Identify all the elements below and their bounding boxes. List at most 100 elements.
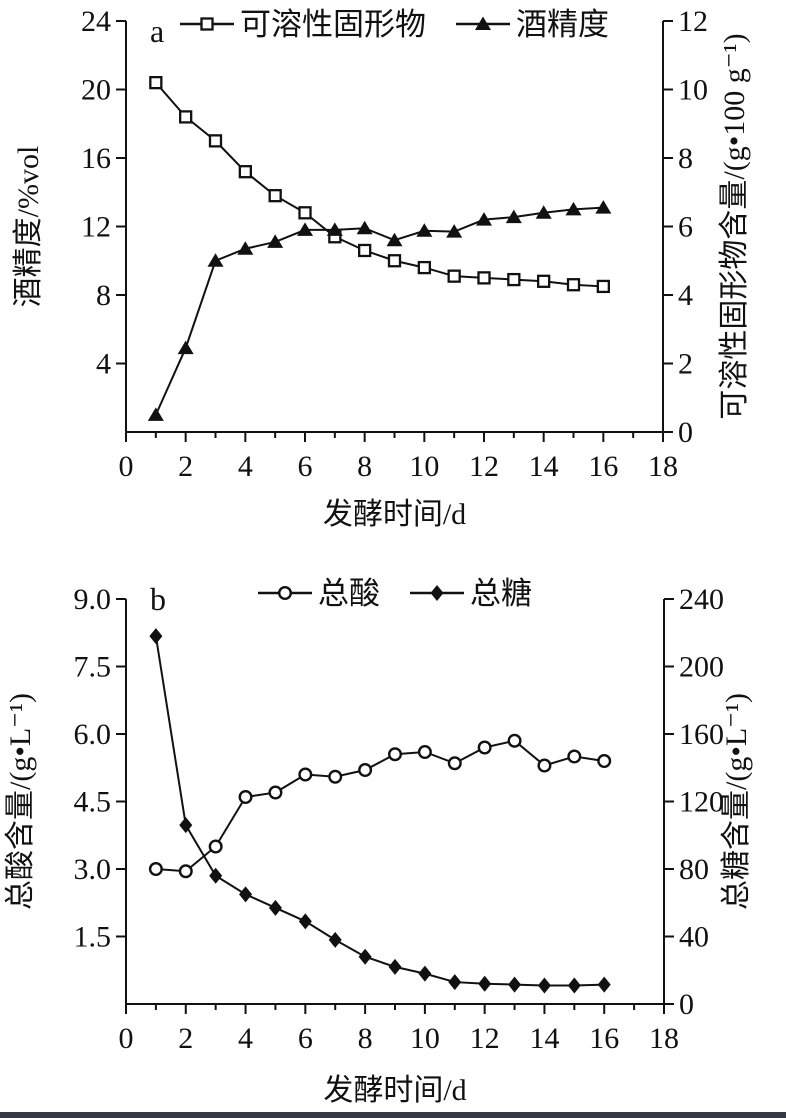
data-point-marker [237,241,254,255]
svg-text:10: 10 [678,74,708,107]
svg-text:20: 20 [81,74,111,107]
svg-text:16: 16 [588,450,618,483]
data-point-marker [356,220,373,235]
svg-text:14: 14 [529,450,559,483]
chart-a: 0 2 4 6 8 10 12 14 16 18发酵时间/d4812162024酒精度/%vol0… [12,5,751,531]
data-point-marker [596,279,610,294]
svg-text:6: 6 [298,1022,313,1055]
svg-text:12: 12 [469,450,499,483]
data-point-marker [477,271,491,285]
svg-text:16: 16 [81,142,111,175]
data-point-marker [476,212,492,226]
legend-item-total-sugar: 总糖 [410,576,532,611]
legend-item-total-acid: 总酸 [258,576,380,611]
data-point-marker [537,758,552,773]
data-point-marker [537,274,551,288]
legend-label: 总酸 [318,576,380,611]
data-point-marker [278,586,293,601]
svg-text:0: 0 [678,416,693,449]
data-point-marker [508,976,522,993]
svg-text:14: 14 [529,1022,559,1055]
svg-text:8: 8 [357,450,372,483]
svg-text:18: 18 [649,1022,679,1055]
series-alcohol [147,200,612,421]
data-point-marker [448,974,462,991]
panel-label: a [150,13,164,49]
data-point-marker [418,965,432,982]
series-total-sugar [149,628,611,994]
data-point-marker [386,232,403,247]
data-point-marker [477,740,492,755]
axes [125,599,665,1005]
svg-text:4: 4 [238,1022,253,1055]
data-point-marker [505,209,522,224]
svg-text:4: 4 [238,450,253,483]
svg-text:3.0: 3.0 [74,853,112,886]
data-point-marker [567,977,581,994]
svg-text:4.5: 4.5 [74,786,112,819]
legend: 可溶性固形物 酒精度 [180,7,609,42]
series-total-acid [148,733,612,879]
data-point-marker [358,948,372,965]
data-point-marker [597,753,612,768]
data-point-marker [178,864,193,879]
y-axis-right-title: 可溶性固形物含量/(g•100 g⁻¹) [718,33,751,419]
y-axis-right: 0 40 80 120 160 200 240 总糖含量/(g•L⁻¹) [664,583,753,1021]
svg-text:4: 4 [96,348,111,381]
chart-b: 0 2 4 6 8 10 12 14 16 18 发酵时间/d 1.5 3.0 4.5 6.0 7.5 9.0 总… [4,576,753,1107]
svg-text:12: 12 [470,1022,500,1055]
svg-text:10: 10 [410,1022,440,1055]
data-point-marker [417,744,432,759]
data-point-marker [447,269,461,283]
svg-text:2: 2 [178,450,193,483]
svg-text:18: 18 [648,450,678,483]
data-point-marker [177,340,194,355]
data-point-marker [387,254,402,268]
legend-item-soluble-solids: 可溶性固形物 [180,7,426,42]
svg-text:12: 12 [678,5,708,38]
data-point-marker [179,817,193,834]
x-axis-title: 发酵时间/d [323,498,466,531]
data-point-marker [388,747,403,762]
y-axis-left-title: 总酸含量/(g•L⁻¹) [4,693,37,910]
panel-label: b [150,581,166,617]
data-point-marker [297,222,313,236]
x-axis-title: 发酵时间/d [323,1074,466,1107]
legend-label: 酒精度 [516,7,609,42]
svg-text:6: 6 [678,211,693,244]
svg-text:7.5: 7.5 [74,651,112,684]
y-axis-left: 4 8 12 16 20 24 酒精度/%vol [12,5,126,381]
data-point-marker [475,16,491,30]
y-axis-left-title: 酒精度/%vol [12,146,45,308]
legend: 总酸 总糖 [258,576,532,611]
data-point-marker [148,862,163,877]
svg-text:160: 160 [679,718,724,751]
svg-text:0: 0 [119,450,134,483]
svg-text:1.5: 1.5 [74,921,112,954]
data-point-marker [388,958,402,975]
svg-text:40: 40 [679,921,709,954]
data-point-marker [595,200,612,214]
svg-text:24: 24 [81,5,111,38]
svg-text:12: 12 [81,211,111,244]
data-point-marker [326,222,343,236]
data-point-marker [566,278,581,292]
data-point-marker [179,110,193,124]
data-point-marker [417,260,431,275]
data-point-marker [208,839,223,854]
svg-text:2: 2 [178,1022,193,1055]
legend-label: 总糖 [470,576,532,611]
svg-text:2: 2 [678,348,693,381]
data-point-marker [535,205,552,219]
x-axis: 0 2 4 6 8 10 12 14 16 18 发酵时间/d [119,1004,679,1107]
axes [125,21,664,433]
y-axis-right-title: 总糖含量/(g•L⁻¹) [720,693,753,910]
data-point-marker [298,913,312,930]
data-point-marker [447,756,462,771]
svg-text:8: 8 [358,1022,373,1055]
y-axis-left: 1.5 3.0 4.5 6.0 7.5 9.0 总酸含量/(g•L⁻¹) [4,583,126,954]
series-soluble-solids [149,76,610,294]
data-point-marker [268,785,283,800]
data-point-marker [147,407,164,421]
